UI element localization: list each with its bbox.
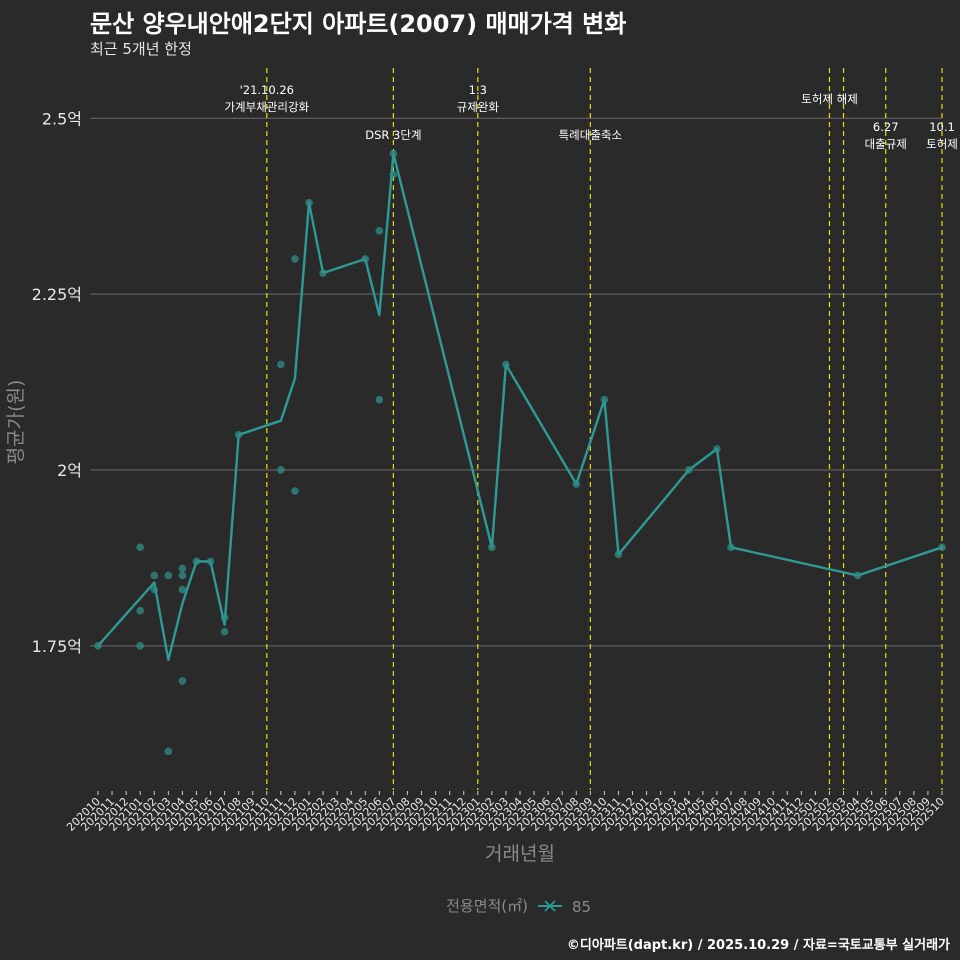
data-point [220,613,229,622]
event-label: 6.27 [873,120,899,134]
data-point [220,627,229,636]
data-point [375,395,384,404]
event-label: 토허제 [926,137,958,151]
data-point [389,170,398,179]
data-point [685,466,693,474]
event-label: '21.10.26 [240,83,294,97]
legend-key-marker [544,900,556,912]
event-label: 1.3 [469,83,487,97]
data-point [319,269,327,277]
data-point [164,571,173,580]
data-point [375,227,384,235]
data-point [136,606,144,615]
data-point [234,431,243,439]
event-label: 가계부채관리강화 [224,100,309,114]
event-label: 대출규제 [865,137,907,151]
legend-entry-85: 85 [572,898,591,916]
data-point [206,557,215,566]
data-point [178,564,187,573]
data-point [389,149,398,158]
data-point [713,445,721,453]
data-point [614,550,623,559]
data-point [178,677,187,685]
data-point [572,480,581,488]
source-caption: ©디아파트(dapt.kr) / 2025.10.29 / 자료=국토교통부 실… [566,938,950,953]
event-label: 규제완화 [457,100,500,114]
x-axis-title: 거래년월 [485,843,555,865]
event-label: 토허제 해제 [801,92,858,106]
data-point [94,642,102,650]
data-point [361,255,370,263]
y-tick-label: 1.75억 [32,637,82,656]
data-point [192,557,201,566]
data-point [277,466,285,474]
data-point [502,360,510,369]
data-point [150,585,159,594]
data-point [136,642,144,650]
data-point [727,543,735,552]
chart-subtitle: 최근 5개년 한정 [90,40,192,58]
data-point [291,487,299,495]
y-tick-label: 2.25억 [32,285,82,304]
event-label: 10.1 [929,120,955,134]
y-tick-label: 2억 [57,461,82,480]
data-point [488,543,496,552]
chart-title: 문산 양우내안애2단지 아파트(2007) 매매가격 변화 [90,10,627,38]
data-point [277,360,285,369]
data-point [938,543,946,552]
event-label: DSR 3단계 [365,128,421,142]
data-point [305,198,313,207]
data-point [178,585,187,594]
y-tick-label: 2.5억 [42,109,82,128]
data-point [150,571,159,580]
data-point [136,543,144,552]
legend-title: 전용면적(㎡) [446,897,528,915]
y-axis-title: 평균가(원) [5,380,27,465]
data-point [291,255,299,263]
data-point [853,571,862,580]
data-point [178,571,187,580]
data-point [164,747,173,756]
series-line-85 [97,152,943,662]
data-point [600,395,609,404]
event-label: 특례대출축소 [559,128,622,142]
